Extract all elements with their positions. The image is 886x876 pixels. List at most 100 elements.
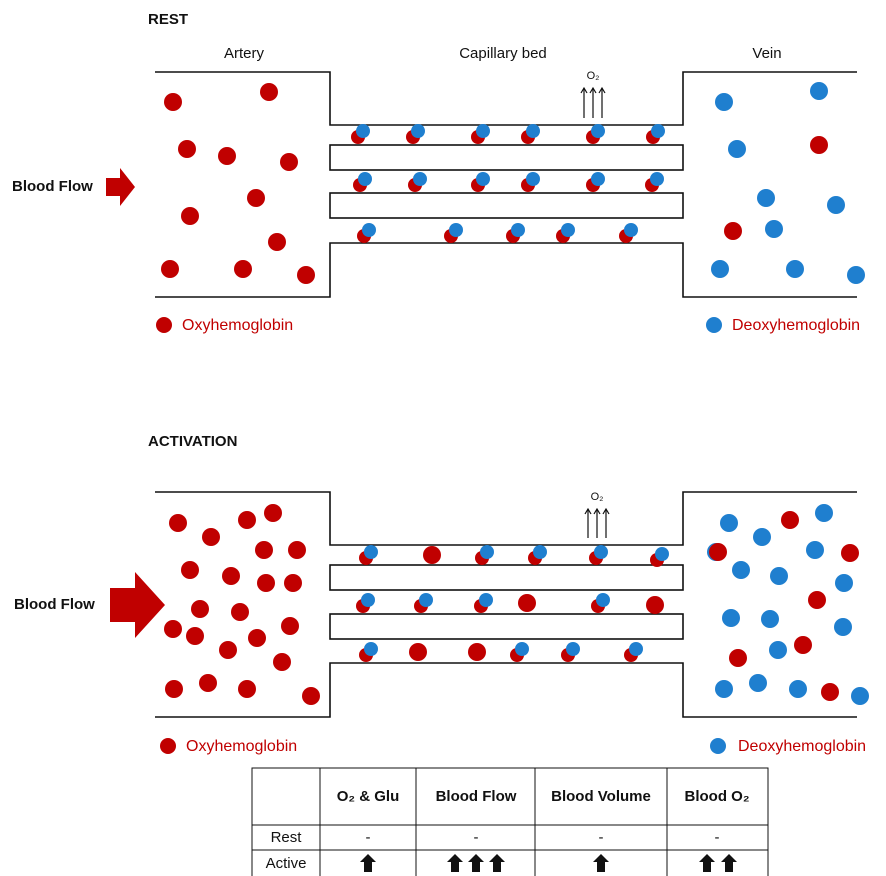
increase-arrow [721, 854, 737, 872]
blood-cell [413, 172, 427, 186]
blood-cell [479, 593, 493, 607]
blood-cell [264, 504, 282, 522]
blood-cell [222, 567, 240, 585]
activation-title: ACTIVATION [148, 433, 237, 450]
deoxy-legend: Deoxyhemoglobin [738, 738, 866, 755]
blood-cell [841, 544, 859, 562]
blood-cell [480, 545, 494, 559]
blood-cell [851, 687, 869, 705]
blood-cell [709, 543, 727, 561]
blood-cell [423, 546, 441, 564]
blood-cell [356, 124, 370, 138]
blood-cell [650, 172, 664, 186]
blood-cell [808, 591, 826, 609]
blood-cell [202, 528, 220, 546]
blood-cell [594, 545, 608, 559]
blood-cell [810, 136, 828, 154]
rest-title: REST [148, 11, 188, 28]
blood-cell [411, 124, 425, 138]
flow-arrow [106, 168, 135, 206]
blood-cell [526, 172, 540, 186]
table-cell: - [715, 829, 720, 846]
blood-cell [476, 172, 490, 186]
table-cell: - [366, 829, 371, 846]
table-header: O₂ & Glu [337, 788, 400, 805]
oxy-swatch [156, 317, 172, 333]
blood-cell [711, 260, 729, 278]
blood-cell [724, 222, 742, 240]
blood-cell [361, 593, 375, 607]
oxygen-arrowhead [589, 86, 597, 94]
blood-cell [794, 636, 812, 654]
blood-cell [591, 172, 605, 186]
blood-cell [781, 511, 799, 529]
blood-cell [591, 124, 605, 138]
blood-cell [161, 260, 179, 278]
blood-cell [476, 124, 490, 138]
blood-cell [364, 642, 378, 656]
increase-arrow [360, 854, 376, 872]
blood-cell [186, 627, 204, 645]
oxygen-arrowhead [584, 507, 592, 515]
blood-cell [234, 260, 252, 278]
artery-label: Artery [224, 45, 265, 62]
blood-cell [260, 83, 278, 101]
blood-cell [720, 514, 738, 532]
table-header: Blood Volume [551, 788, 651, 805]
blood-cell [515, 642, 529, 656]
table [251, 767, 769, 876]
blood-cell [786, 260, 804, 278]
blood-cell [765, 220, 783, 238]
blood-cell [297, 266, 315, 284]
blood-cell [164, 93, 182, 111]
oxy-legend: Oxyhemoglobin [182, 317, 293, 334]
blood-cell [732, 561, 750, 579]
oxygen-label: O₂ [587, 70, 600, 82]
vessel-wall [155, 491, 857, 546]
blood-cell [834, 618, 852, 636]
capillary-wall [329, 192, 684, 219]
blood-cell [757, 189, 775, 207]
vessel-wall [155, 662, 857, 718]
increase-arrow [468, 854, 484, 872]
blood-cell [302, 687, 320, 705]
blood-cell [729, 649, 747, 667]
blood-cell [526, 124, 540, 138]
blood-cell [248, 629, 266, 647]
blood-cell [231, 603, 249, 621]
blood-cell [273, 653, 291, 671]
blood-cell [715, 680, 733, 698]
blood-cell [511, 223, 525, 237]
blood-cell [847, 266, 865, 284]
blood-cell [789, 680, 807, 698]
blood-cell [770, 567, 788, 585]
blood-cell [449, 223, 463, 237]
blood-cell [806, 541, 824, 559]
blood-cell [810, 82, 828, 100]
blood-cell [178, 140, 196, 158]
blood-cell [722, 609, 740, 627]
blood-cell [815, 504, 833, 522]
blood-cell [646, 596, 664, 614]
blood-cell [288, 541, 306, 559]
blood-cell [219, 641, 237, 659]
blood-cell [561, 223, 575, 237]
vessel-wall [155, 242, 857, 298]
blood-cell [281, 617, 299, 635]
oxygen-arrowhead [593, 507, 601, 515]
oxy-legend: Oxyhemoglobin [186, 738, 297, 755]
blood-cell [358, 172, 372, 186]
blood-cell [835, 574, 853, 592]
blood-cell [761, 610, 779, 628]
oxygen-label: O₂ [591, 491, 604, 503]
blood-cell [468, 643, 486, 661]
flow-label: Blood Flow [14, 596, 95, 613]
blood-cell [181, 561, 199, 579]
blood-cell [169, 514, 187, 532]
blood-cell [284, 574, 302, 592]
blood-cell [518, 594, 536, 612]
deoxy-swatch [710, 738, 726, 754]
blood-cell [191, 600, 209, 618]
flow-label: Blood Flow [12, 178, 93, 195]
